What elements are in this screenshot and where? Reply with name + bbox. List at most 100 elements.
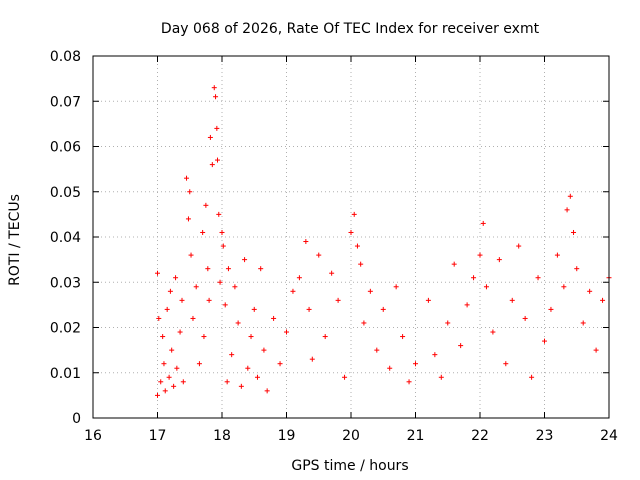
- data-point: [206, 297, 212, 303]
- data-point: [367, 288, 373, 294]
- data-point: [177, 329, 183, 335]
- data-point: [190, 315, 196, 321]
- data-point: [522, 315, 528, 321]
- data-point: [193, 284, 199, 290]
- data-point: [316, 252, 322, 258]
- x-tick-label: 24: [600, 428, 618, 444]
- data-point: [561, 284, 567, 290]
- data-point: [264, 388, 270, 394]
- data-point: [480, 220, 486, 226]
- data-point: [261, 347, 267, 353]
- data-point: [458, 343, 464, 349]
- data-point: [587, 288, 593, 294]
- data-point: [509, 297, 515, 303]
- data-point: [219, 229, 225, 235]
- grid-lines: [93, 56, 609, 418]
- data-point: [196, 361, 202, 367]
- data-point: [535, 275, 541, 281]
- data-point: [242, 257, 248, 263]
- data-point: [188, 252, 194, 258]
- data-point: [548, 306, 554, 312]
- y-tick-label: 0.03: [50, 275, 81, 291]
- data-point: [354, 243, 360, 249]
- data-point: [217, 279, 223, 285]
- data-point: [158, 379, 164, 385]
- data-point: [200, 229, 206, 235]
- data-point: [580, 320, 586, 326]
- data-point: [554, 252, 560, 258]
- data-point: [425, 297, 431, 303]
- data-point: [271, 315, 277, 321]
- data-point: [166, 374, 172, 380]
- data-point: [214, 125, 220, 131]
- data-point: [169, 347, 175, 353]
- data-point: [225, 266, 231, 272]
- data-point: [174, 365, 180, 371]
- data-point: [516, 243, 522, 249]
- x-tick-label: 17: [149, 428, 167, 444]
- y-tick-label: 0.01: [50, 366, 81, 382]
- x-axis-label: GPS time / hours: [291, 458, 408, 474]
- data-point: [238, 383, 244, 389]
- y-tick-label: 0.05: [50, 185, 81, 201]
- data-point: [156, 315, 162, 321]
- data-point: [171, 383, 177, 389]
- data-point: [406, 379, 412, 385]
- y-tick-label: 0.07: [50, 94, 81, 110]
- data-point: [490, 329, 496, 335]
- data-point: [290, 288, 296, 294]
- data-point: [393, 284, 399, 290]
- axis-ticks: 0 0.01 0.02 0.03 0.04 0.05 0.06 0.07 0.08 16 17 18 1…: [50, 49, 618, 444]
- data-point: [361, 320, 367, 326]
- data-point: [203, 202, 209, 208]
- data-point: [205, 266, 211, 272]
- data-point: [342, 374, 348, 380]
- data-point: [335, 297, 341, 303]
- data-point: [251, 306, 257, 312]
- data-point: [180, 379, 186, 385]
- data-point: [201, 334, 207, 340]
- data-point: [235, 320, 241, 326]
- data-point: [432, 352, 438, 358]
- x-tick-label: 20: [342, 428, 360, 444]
- data-point: [496, 257, 502, 263]
- data-point: [306, 306, 312, 312]
- data-point: [322, 334, 328, 340]
- data-point: [529, 374, 535, 380]
- data-point: [380, 306, 386, 312]
- data-point: [224, 379, 230, 385]
- data-point: [451, 261, 457, 267]
- data-point: [464, 302, 470, 308]
- data-point: [400, 334, 406, 340]
- data-point: [209, 162, 215, 168]
- data-point: [248, 334, 254, 340]
- data-point: [483, 284, 489, 290]
- y-tick-label: 0.04: [50, 230, 81, 246]
- data-points: [155, 85, 612, 398]
- data-point: [164, 306, 170, 312]
- data-point: [173, 275, 179, 281]
- data-point: [387, 365, 393, 371]
- data-point: [155, 270, 160, 276]
- data-point: [542, 338, 547, 344]
- data-point: [358, 261, 364, 267]
- y-tick-label: 0.02: [50, 321, 81, 337]
- chart-title: Day 068 of 2026, Rate Of TEC Index for r…: [161, 21, 540, 37]
- data-point: [351, 211, 357, 217]
- data-point: [438, 374, 444, 380]
- data-point: [471, 275, 477, 281]
- data-point: [593, 347, 599, 353]
- data-point: [329, 270, 335, 276]
- data-point: [184, 175, 190, 181]
- data-point: [503, 361, 509, 367]
- data-point: [284, 329, 289, 335]
- data-point: [167, 288, 173, 294]
- y-tick-label: 0: [72, 411, 81, 427]
- data-point: [309, 356, 315, 362]
- data-point: [303, 239, 309, 245]
- data-point: [220, 243, 226, 249]
- data-point: [155, 392, 160, 398]
- data-point: [445, 320, 451, 326]
- data-point: [477, 252, 483, 258]
- data-point: [564, 207, 570, 213]
